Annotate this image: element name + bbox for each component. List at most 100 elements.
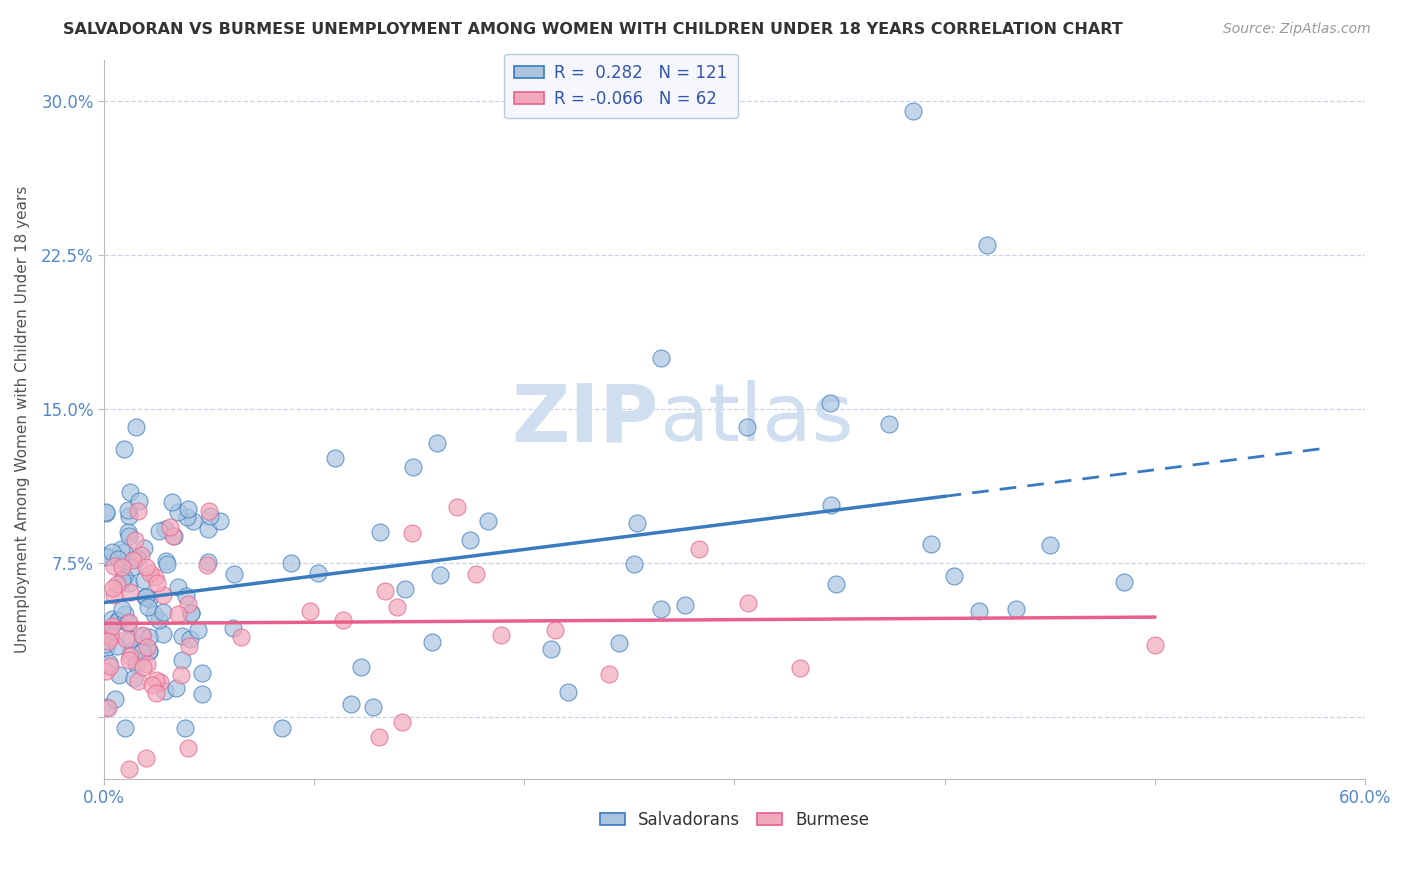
Point [1143, 638, 1166, 652]
Point [179, 632, 201, 646]
Point [332, 614, 354, 628]
Point [197, 522, 219, 536]
Point [426, 436, 449, 450]
Point [368, 525, 391, 540]
Point [195, 558, 218, 572]
Point [650, 602, 672, 616]
Point [96, 549, 118, 564]
Point [901, 103, 924, 118]
Point [177, 741, 200, 756]
Point [942, 568, 965, 582]
Point [170, 653, 193, 667]
Point [340, 697, 363, 711]
Point [138, 644, 160, 658]
Point [111, 601, 134, 615]
Point [132, 541, 155, 556]
Point [969, 604, 991, 618]
Point [152, 605, 174, 619]
Legend: Salvadorans, Burmese: Salvadorans, Burmese [593, 804, 876, 835]
Point [820, 498, 842, 512]
Point [145, 673, 167, 688]
Point [96, 506, 118, 520]
Point [120, 632, 142, 646]
Point [118, 615, 141, 629]
Point [368, 731, 391, 745]
Point [107, 668, 129, 682]
Point [143, 570, 166, 584]
Point [299, 604, 322, 618]
Point [105, 577, 128, 591]
Point [128, 494, 150, 508]
Point [96, 505, 118, 519]
Point [920, 537, 942, 551]
Point [174, 589, 197, 603]
Point [118, 529, 141, 543]
Point [127, 551, 149, 566]
Point [132, 660, 155, 674]
Point [96, 628, 118, 642]
Point [138, 630, 160, 644]
Point [163, 528, 186, 542]
Point [458, 533, 481, 548]
Point [280, 556, 302, 570]
Point [557, 685, 579, 699]
Point [489, 628, 512, 642]
Point [134, 591, 156, 605]
Point [149, 675, 172, 690]
Point [1039, 538, 1062, 552]
Point [229, 630, 252, 644]
Point [385, 599, 408, 614]
Point [122, 552, 145, 566]
Point [112, 570, 135, 584]
Point [141, 678, 163, 692]
Point [180, 606, 202, 620]
Point [170, 668, 193, 682]
Point [96, 700, 118, 714]
Point [270, 721, 292, 735]
Point [153, 522, 176, 536]
Point [143, 607, 166, 622]
Point [160, 494, 183, 508]
Point [117, 762, 139, 776]
Point [105, 639, 128, 653]
Point [112, 442, 135, 456]
Point [111, 573, 134, 587]
Point [224, 567, 246, 582]
Point [129, 548, 152, 562]
Point [200, 508, 222, 523]
Point [127, 503, 149, 517]
Point [208, 514, 231, 528]
Point [120, 485, 142, 500]
Point [118, 653, 141, 667]
Point [138, 644, 160, 658]
Point [374, 583, 396, 598]
Point [118, 576, 141, 591]
Point [623, 558, 645, 572]
Point [598, 667, 620, 681]
Point [323, 451, 346, 466]
Point [177, 639, 200, 653]
Point [136, 640, 159, 654]
Point [159, 519, 181, 533]
Point [117, 503, 139, 517]
Point [98, 658, 121, 673]
Point [176, 510, 198, 524]
Point [135, 751, 157, 765]
Point [190, 665, 212, 680]
Y-axis label: Unemployment Among Women with Children Under 18 years: Unemployment Among Women with Children U… [15, 186, 30, 653]
Point [1004, 602, 1026, 616]
Point [170, 629, 193, 643]
Text: Source: ZipAtlas.com: Source: ZipAtlas.com [1223, 22, 1371, 37]
Point [176, 502, 198, 516]
Point [110, 541, 132, 556]
Point [114, 632, 136, 646]
Point [361, 699, 384, 714]
Point [135, 560, 157, 574]
Point [540, 642, 562, 657]
Point [148, 613, 170, 627]
Point [131, 645, 153, 659]
Point [825, 576, 848, 591]
Point [735, 419, 758, 434]
Point [124, 533, 146, 547]
Point [100, 630, 122, 644]
